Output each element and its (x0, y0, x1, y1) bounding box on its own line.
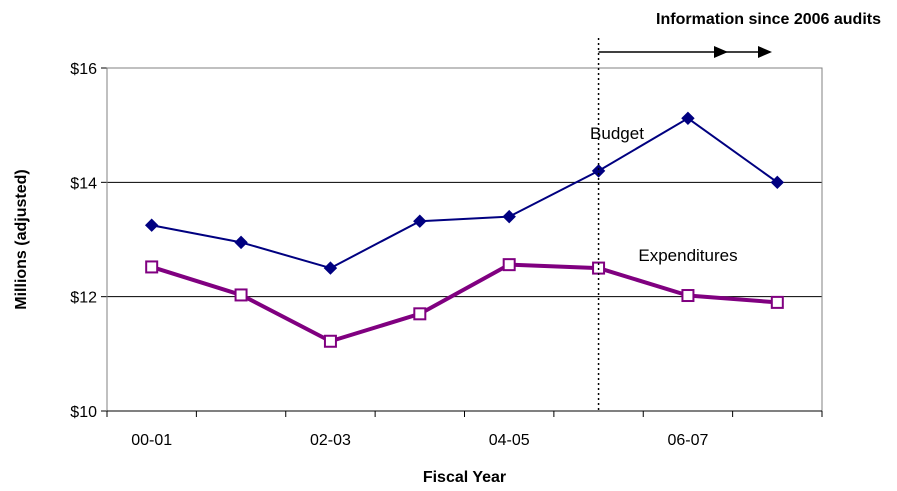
budget-point (770, 175, 785, 190)
x-tick-label: 00-01 (131, 432, 172, 449)
budget-point (681, 111, 695, 126)
y-axis-title: Millions (adjusted) (13, 169, 30, 309)
x-tick-label: 02-03 (310, 432, 351, 449)
x-axis-labels: 00-01 02-03 04-05 06-07 (131, 432, 708, 449)
budget-point (413, 214, 427, 228)
arrow-head-icon (714, 46, 728, 58)
budget-point (234, 235, 248, 250)
x-axis-title: Fiscal Year (423, 469, 506, 486)
budget-point (591, 164, 606, 178)
budget-point (323, 261, 338, 275)
y-axis-labels: $10 $12 $14 $16 (70, 61, 97, 421)
y-tick-label: $10 (70, 404, 97, 421)
series-labels: Budget Expenditures (590, 124, 738, 265)
budget-point (502, 209, 516, 224)
series-label-budget: Budget (590, 124, 644, 143)
annotation-text: Information since 2006 audits (656, 11, 881, 28)
expenditures-point (413, 307, 427, 321)
budget-point (144, 218, 159, 232)
expenditures-point (681, 289, 695, 303)
gridlines (101, 67, 822, 412)
series-label-expenditures: Expenditures (638, 246, 737, 265)
expenditures-point (770, 295, 784, 309)
expenditures-point (145, 260, 159, 274)
x-axis-ticks (106, 410, 823, 417)
budget-line (151, 117, 778, 270)
expenditures-line (151, 262, 778, 344)
x-tick-label: 04-05 (489, 432, 530, 449)
arrow-head-icon (758, 46, 772, 58)
expenditures-point (502, 258, 516, 272)
expenditures-point (234, 288, 248, 302)
y-tick-label: $12 (70, 290, 97, 307)
plot-area-border (106, 67, 823, 412)
expenditures-point (323, 334, 337, 348)
y-tick-label: $14 (70, 175, 97, 192)
series-lines (144, 111, 785, 348)
x-tick-label: 06-07 (667, 432, 708, 449)
y-tick-label: $16 (70, 61, 97, 78)
audit-annotation: Information since 2006 audits (597, 11, 881, 411)
